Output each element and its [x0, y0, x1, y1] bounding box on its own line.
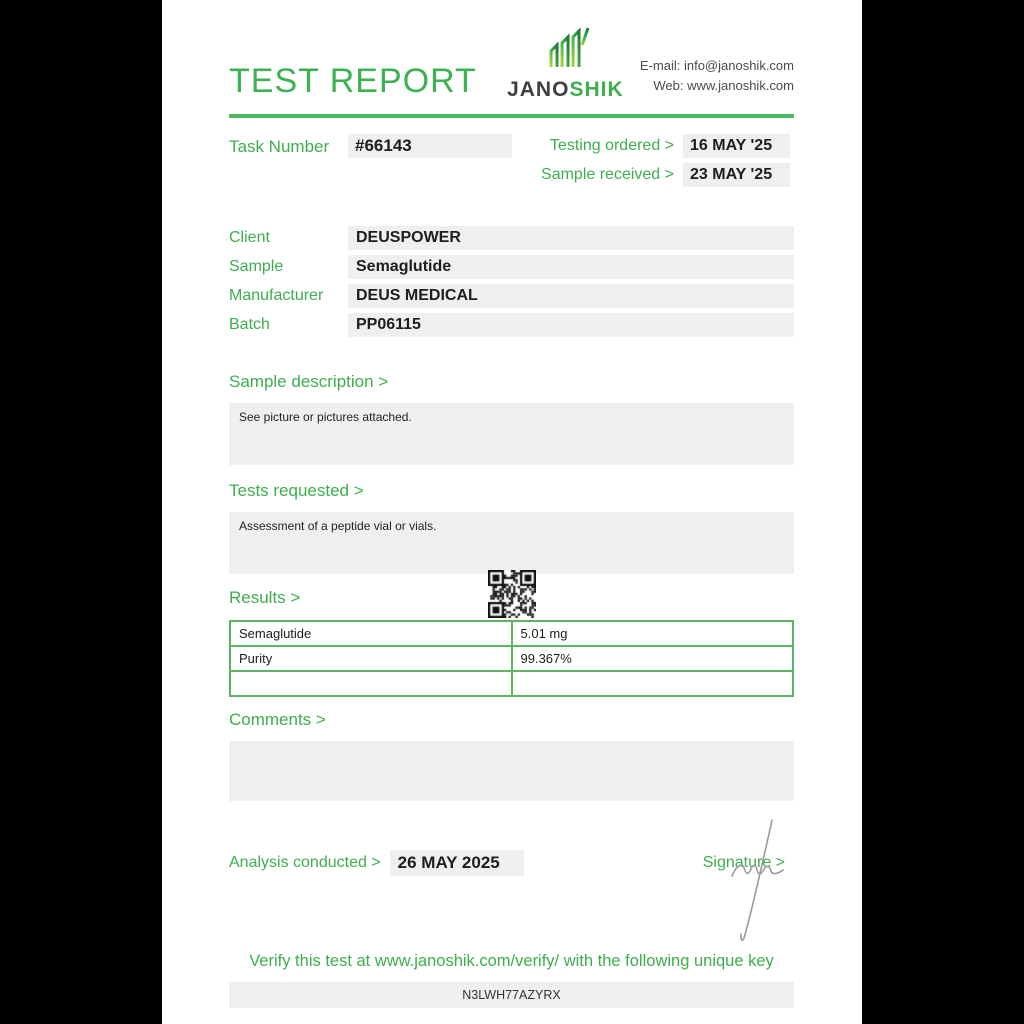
signature-scribble: [720, 816, 790, 949]
result-value: [510, 670, 794, 697]
sample-info-block: Client DEUSPOWER Sample Semaglutide Manu…: [229, 226, 794, 337]
result-value: 99.367%: [510, 645, 794, 672]
analysis-conducted-label: Analysis conducted >: [229, 854, 381, 871]
result-name: Semaglutide: [229, 620, 513, 647]
verify-text: Verify this test at www.janoshik.com/ver…: [249, 952, 774, 970]
report-page: TEST REPORT: [162, 0, 862, 1024]
unique-key-value: N3LWH77AZYRX: [229, 982, 794, 1008]
result-name: [229, 670, 513, 697]
sample-value: Semaglutide: [348, 255, 794, 279]
logo-wordmark: JANOSHIK: [507, 78, 624, 101]
header-divider: [229, 114, 794, 118]
comments-label: Comments >: [229, 710, 326, 729]
task-number-value: #66143: [348, 134, 512, 158]
sample-description-label: Sample description >: [229, 372, 389, 391]
table-row: [229, 670, 794, 697]
janoshik-logo: JANOSHIK: [507, 25, 624, 100]
client-value: DEUSPOWER: [348, 226, 794, 250]
tests-requested-box: Assessment of a peptide vial or vials.: [229, 512, 794, 574]
sample-received-label: Sample received >: [541, 166, 674, 183]
signature-label: Signature >: [702, 854, 785, 871]
sample-label: Sample: [229, 258, 284, 275]
result-name: Purity: [229, 645, 513, 672]
analysis-date-value: 26 MAY 2025: [389, 850, 524, 876]
manufacturer-label: Manufacturer: [229, 287, 324, 304]
testing-ordered-value: 16 MAY '25: [683, 134, 790, 158]
manufacturer-value: DEUS MEDICAL: [348, 284, 794, 308]
sample-received-value: 23 MAY '25: [683, 163, 790, 187]
contact-info: E-mail: info@janoshik.com Web: www.janos…: [640, 56, 794, 100]
page-title: TEST REPORT: [229, 62, 477, 100]
email-line: E-mail: info@janoshik.com: [639, 57, 794, 73]
sample-description-box: See picture or pictures attached.: [229, 403, 794, 465]
dates-block: Testing ordered > 16 MAY '25 Sample rece…: [541, 134, 790, 187]
batch-value: PP06115: [348, 313, 794, 337]
qr-code: [488, 570, 536, 618]
bar-chart-logo-icon: [538, 25, 592, 76]
testing-ordered-label: Testing ordered >: [549, 137, 674, 154]
batch-label: Batch: [229, 316, 270, 333]
tests-requested-label: Tests requested >: [229, 481, 364, 500]
client-label: Client: [229, 229, 270, 246]
web-line: Web: www.janoshik.com: [653, 77, 794, 93]
results-table: Semaglutide 5.01 mg Purity 99.367%: [229, 620, 794, 697]
comments-box: [229, 741, 794, 801]
results-label: Results >: [229, 588, 301, 607]
table-row: Purity 99.367%: [229, 645, 794, 672]
task-row: Task Number #66143 Testing ordered > 16 …: [229, 134, 794, 187]
header: TEST REPORT: [229, 27, 794, 100]
task-number-label: Task Number: [229, 137, 330, 156]
result-value: 5.01 mg: [510, 620, 794, 647]
analysis-row: Analysis conducted > 26 MAY 2025 Signatu…: [229, 850, 794, 876]
table-row: Semaglutide 5.01 mg: [229, 620, 794, 647]
